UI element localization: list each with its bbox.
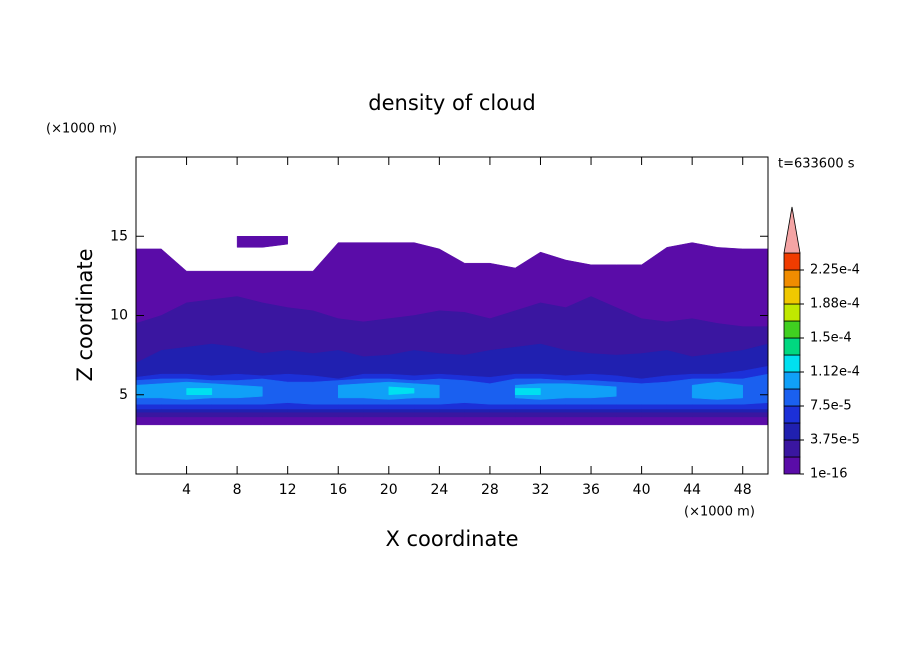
x-tick-label: 12 — [279, 482, 297, 498]
x-tick-label: 32 — [532, 482, 550, 498]
x-tick-label: 44 — [683, 482, 701, 498]
colorbar-tick-label: 1e-16 — [810, 467, 848, 482]
colorbar-box — [783, 337, 801, 356]
x-tick-label: 28 — [481, 482, 499, 498]
contour-region — [388, 386, 415, 396]
chart-title: density of cloud — [368, 91, 535, 115]
x-tick-label: 16 — [329, 482, 347, 498]
y-tick-label: 10 — [110, 308, 128, 324]
x-tick-label: 40 — [633, 482, 651, 498]
colorbar-box — [783, 456, 801, 475]
contour-region — [691, 381, 743, 400]
colorbar-extend — [783, 206, 801, 254]
colorbar-tick-label: 7.5e-5 — [810, 399, 852, 414]
colorbar-box — [783, 439, 801, 458]
colorbar-tick-label: 3.75e-5 — [810, 433, 860, 448]
x-tick-label: 48 — [734, 482, 752, 498]
x-tick-label: 8 — [233, 482, 242, 498]
contour-region — [186, 388, 213, 395]
colorbar-box — [783, 252, 801, 271]
contour-region — [514, 383, 617, 400]
colorbar-tick-label: 1.5e-4 — [810, 331, 852, 346]
colorbar-tick-label: 1.12e-4 — [810, 365, 860, 380]
y-axis-label: Z coordinate — [73, 248, 97, 381]
colorbar-box — [783, 371, 801, 390]
colorbar-box — [783, 320, 801, 339]
colorbar-box — [783, 303, 801, 322]
x-tick-label: 24 — [430, 482, 448, 498]
x-tick-label: 36 — [582, 482, 600, 498]
colorbar-box — [783, 388, 801, 407]
colorbar-tick-label: 2.25e-4 — [810, 263, 860, 278]
colorbar-tick-label: 1.88e-4 — [810, 297, 860, 312]
x-tick-label: 4 — [182, 482, 191, 498]
contour-region — [236, 236, 288, 248]
colorbar-box — [783, 269, 801, 288]
time-annotation: t=633600 s — [778, 157, 855, 172]
colorbar-box — [783, 422, 801, 441]
x-axis-label: X coordinate — [385, 527, 518, 551]
colorbar-box — [783, 354, 801, 373]
contour-region — [514, 388, 541, 395]
y-tick-label: 5 — [119, 387, 128, 403]
x-unit: (×1000 m) — [684, 505, 755, 520]
x-tick-label: 20 — [380, 482, 398, 498]
colorbar-box — [783, 405, 801, 424]
colorbar-box — [783, 286, 801, 305]
y-unit: (×1000 m) — [46, 122, 117, 137]
y-tick-label: 15 — [110, 228, 128, 244]
